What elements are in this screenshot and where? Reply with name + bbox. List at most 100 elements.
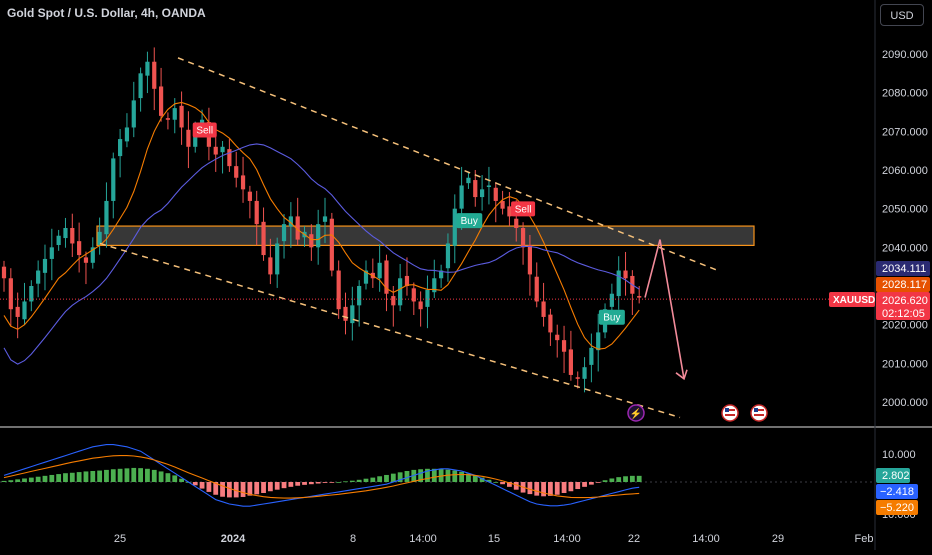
- candle-body: [1, 266, 7, 279]
- macd-histogram-bar: [377, 476, 383, 482]
- candle-body: [357, 286, 362, 306]
- candle-body: [452, 208, 457, 246]
- candle-body: [83, 257, 89, 263]
- price-axis[interactable]: 2090.000 2080.000 2070.000 2060.000 2050.000…: [882, 49, 928, 409]
- macd-histogram-bar: [110, 469, 116, 482]
- macd-histogram-bar: [568, 482, 574, 492]
- macd-histogram-bar: [90, 471, 96, 482]
- currency-button[interactable]: USD: [880, 4, 924, 26]
- projection-arrow[interactable]: [644, 239, 688, 381]
- badge-label: Buy: [603, 313, 620, 324]
- macd-histogram-bar: [35, 476, 41, 482]
- time-axis-label: 8: [350, 533, 356, 545]
- macd-histogram-bar: [329, 482, 335, 483]
- buy-signal-badge: Buy: [598, 309, 625, 325]
- svg-text:2.802: 2.802: [882, 470, 910, 482]
- macd-histogram-bar: [172, 475, 178, 482]
- candle-body: [432, 278, 437, 293]
- candle-body: [486, 185, 492, 188]
- candle-body: [288, 216, 293, 227]
- candle-body: [507, 206, 512, 217]
- macd-histogram-bar: [233, 482, 239, 498]
- candle-body: [42, 258, 48, 273]
- candle-body: [329, 218, 334, 271]
- candle-body: [247, 191, 252, 201]
- moving-averages: [3, 101, 640, 365]
- symbol-tag: XAUUSD: [829, 292, 875, 307]
- macd-histogram-bar: [493, 482, 499, 483]
- macd-histogram-bar: [117, 468, 123, 482]
- last-price-tag: 2026.620 02:12:05: [876, 292, 930, 320]
- macd-histogram-bar: [274, 482, 280, 490]
- macd-histogram-bar: [418, 469, 424, 482]
- signal-badges: Sell Sell Buy Buy: [192, 122, 625, 325]
- signal-line-tag: −5.220: [876, 500, 918, 515]
- price-axis-tick: 2060.000: [882, 165, 928, 177]
- candle-body: [97, 231, 102, 246]
- candle-body: [63, 228, 68, 239]
- channel-lower-line[interactable]: [99, 242, 681, 419]
- macd-histogram-bar: [636, 475, 642, 482]
- macd-histogram-bar: [479, 477, 485, 482]
- badge-bg: [598, 309, 625, 325]
- candle-body: [637, 296, 642, 298]
- macd-histogram-bar: [452, 470, 458, 482]
- projection-path[interactable]: [644, 239, 685, 379]
- macd-histogram-bar: [104, 469, 109, 482]
- channel-lines[interactable]: [99, 57, 719, 419]
- badge-label: Buy: [461, 216, 478, 227]
- channel-upper-line[interactable]: [177, 57, 719, 272]
- macd-histogram-bar: [527, 482, 533, 495]
- candle-body: [104, 200, 109, 235]
- candle-body: [186, 129, 191, 147]
- us-flag-icon[interactable]: [750, 404, 768, 422]
- candle-body: [36, 270, 41, 284]
- resistance-zone[interactable]: [96, 225, 755, 247]
- candle-body: [411, 288, 416, 302]
- event-icons[interactable]: ⚡: [627, 404, 768, 422]
- time-axis[interactable]: 25 2024 8 14:00 15 14:00 22 14:00 29 Feb: [114, 533, 874, 545]
- candle-body: [158, 86, 164, 116]
- macd-histogram-bar: [124, 468, 130, 482]
- candle-body: [404, 275, 410, 287]
- macd-histogram-bar: [397, 472, 403, 482]
- lightning-icon[interactable]: ⚡: [627, 404, 645, 422]
- macd-signal-line: [3, 455, 640, 499]
- macd-histogram-bar: [541, 482, 546, 497]
- macd-histogram-bar: [513, 482, 519, 490]
- macd-histogram-bar: [370, 477, 376, 482]
- candle-body: [555, 334, 560, 341]
- candle-body: [445, 243, 451, 269]
- macd-histogram-bar: [554, 482, 560, 495]
- macd-histogram-bar: [431, 468, 437, 482]
- us-flag-icon[interactable]: [721, 404, 739, 422]
- macd-axis-top-tick: 10.000: [882, 449, 916, 461]
- macd-histogram-bar: [240, 482, 246, 497]
- candle-body: [15, 306, 20, 317]
- macd-histogram-bar: [220, 482, 225, 497]
- macd-histogram-bar: [295, 482, 301, 486]
- resistance-zone-rect[interactable]: [96, 225, 755, 247]
- macd-histogram-bar: [472, 475, 478, 482]
- sell-signal-badge: Sell: [511, 201, 536, 217]
- macd-histogram-bar: [356, 479, 362, 482]
- macd-histogram-bar: [247, 482, 253, 496]
- badge-label: Sell: [515, 204, 532, 215]
- price-axis-tick: 2090.000: [882, 49, 928, 61]
- macd-histogram-bar: [507, 482, 512, 487]
- macd-histogram-bar: [83, 471, 89, 482]
- candle-body: [575, 377, 580, 379]
- histogram-tag: 2.802: [876, 468, 910, 483]
- macd-histogram-bar: [302, 482, 307, 485]
- projection-arrowhead[interactable]: [675, 369, 688, 381]
- candle-body: [316, 224, 321, 248]
- candle-body: [439, 270, 444, 279]
- candle-body: [609, 293, 614, 307]
- badge-bg: [511, 201, 536, 217]
- candle-body: [179, 105, 184, 128]
- macd-histogram-bar: [281, 482, 287, 489]
- candle-body: [118, 139, 123, 157]
- candle-body: [240, 175, 246, 190]
